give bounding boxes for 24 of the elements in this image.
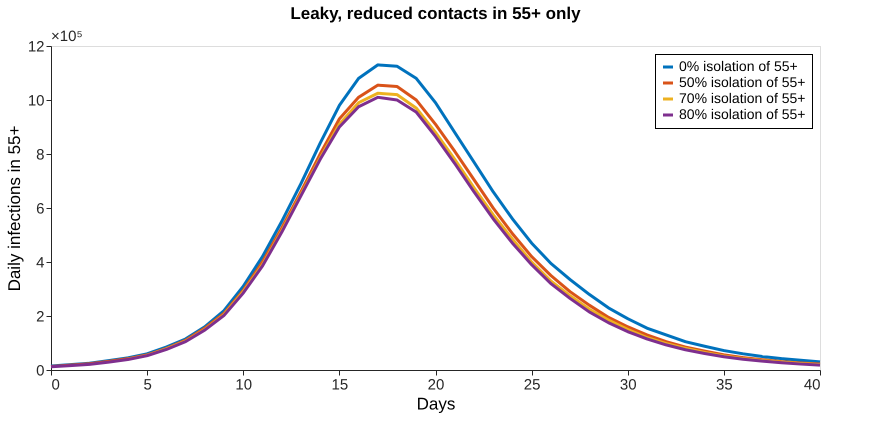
y-axis-title: Daily infections in 55+ [4, 126, 24, 292]
x-tick-label: 40 [804, 376, 820, 394]
y-tick-label: 4 [36, 254, 44, 272]
x-tick-label: 0 [52, 376, 60, 394]
y-tick-label: 2 [36, 308, 44, 326]
legend-label: 70% isolation of 55+ [679, 90, 806, 106]
x-tick-label: 30 [620, 376, 637, 394]
x-tick-label: 5 [143, 376, 152, 394]
chart-title: Leaky, reduced contacts in 55+ only [290, 4, 582, 23]
x-axis-title: Days [416, 394, 456, 414]
y-tick-label: 8 [36, 146, 44, 164]
y-tick-label: 6 [36, 200, 44, 218]
legend-label: 80% isolation of 55+ [679, 106, 806, 122]
x-tick-label: 15 [332, 376, 348, 394]
x-tick-label: 35 [716, 376, 733, 394]
legend-label: 50% isolation of 55+ [679, 74, 806, 90]
x-tick-label: 10 [235, 376, 252, 394]
x-tick-label: 20 [428, 376, 444, 394]
y-tick-label: 0 [36, 362, 44, 380]
y-tick-label: 12 [28, 38, 44, 56]
x-tick-label: 25 [524, 376, 540, 394]
text: ×10⁵ [51, 28, 83, 45]
legend-label: 0% isolation of 55+ [679, 58, 798, 74]
y-tick-label: 10 [28, 92, 44, 110]
